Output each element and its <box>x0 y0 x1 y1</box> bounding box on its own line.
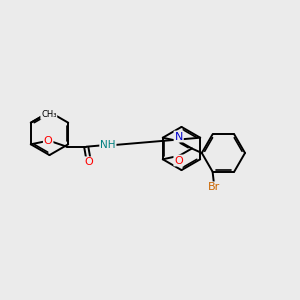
Text: N: N <box>175 131 183 142</box>
Text: NH: NH <box>100 140 116 150</box>
Text: O: O <box>174 155 183 166</box>
Text: Br: Br <box>208 182 220 192</box>
Text: CH₃: CH₃ <box>41 110 56 119</box>
Text: O: O <box>84 157 93 167</box>
Text: O: O <box>44 136 52 146</box>
